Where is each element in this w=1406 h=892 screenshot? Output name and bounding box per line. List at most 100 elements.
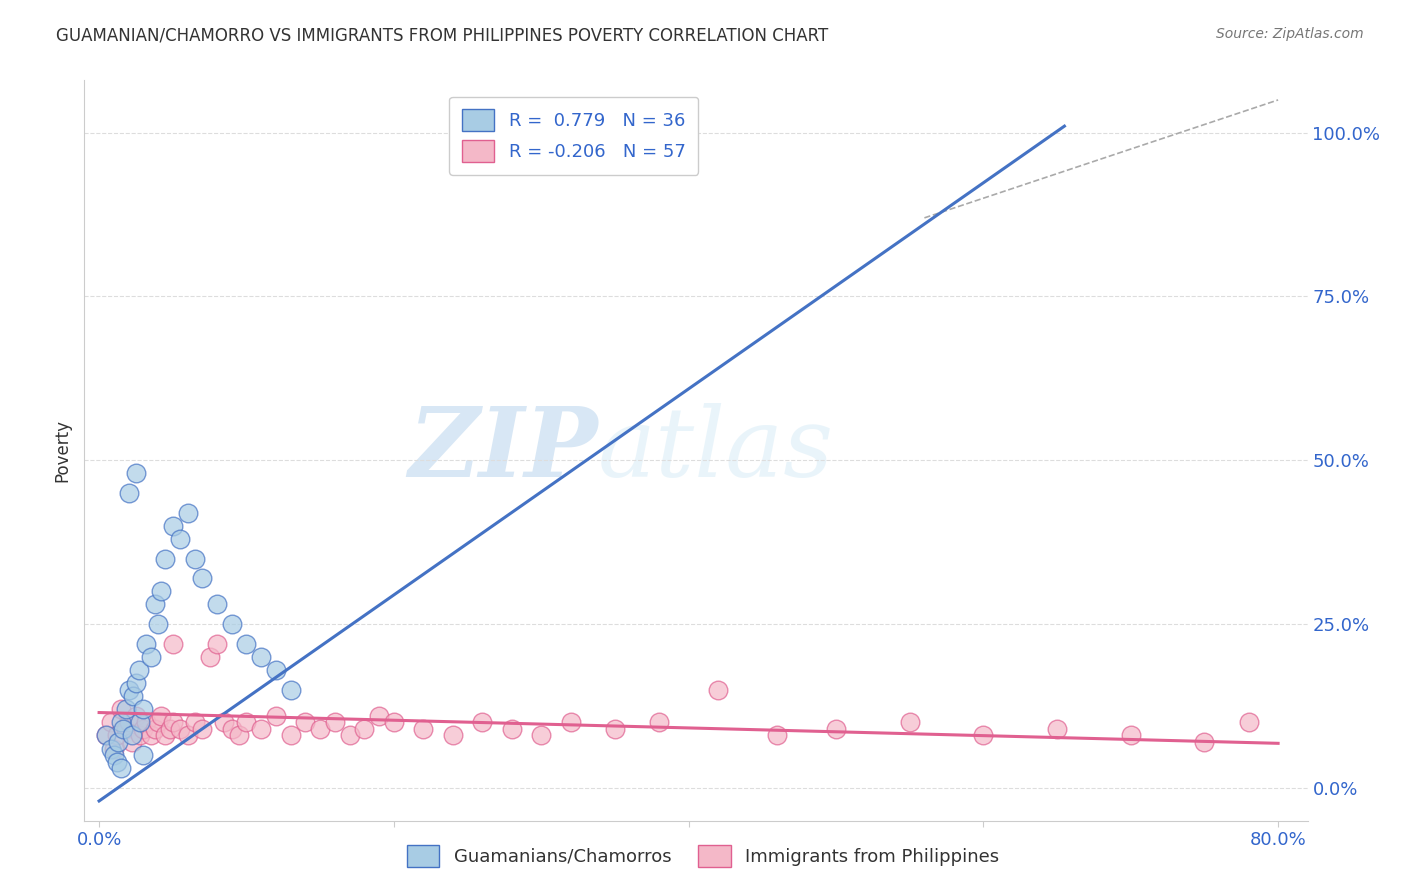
Point — [162, 518, 184, 533]
Point — [143, 598, 166, 612]
Point — [560, 715, 582, 730]
Point — [110, 761, 132, 775]
Point — [125, 676, 148, 690]
Point — [155, 729, 177, 743]
Point — [125, 708, 148, 723]
Point — [128, 663, 150, 677]
Point — [766, 729, 789, 743]
Point — [114, 722, 136, 736]
Point — [221, 617, 243, 632]
Point — [1194, 735, 1216, 749]
Text: ZIP: ZIP — [409, 403, 598, 498]
Point — [972, 729, 994, 743]
Point — [368, 708, 391, 723]
Point — [129, 729, 152, 743]
Point — [155, 551, 177, 566]
Point — [1046, 722, 1069, 736]
Point — [150, 708, 173, 723]
Point — [117, 486, 139, 500]
Point — [114, 702, 136, 716]
Point — [250, 722, 273, 736]
Point — [122, 689, 145, 703]
Point — [146, 617, 169, 632]
Point — [250, 649, 273, 664]
Point — [353, 722, 375, 736]
Y-axis label: Poverty: Poverty — [53, 419, 72, 482]
Point — [121, 735, 143, 749]
Point — [107, 735, 129, 749]
Point — [1119, 729, 1142, 743]
Point — [412, 722, 434, 736]
Point — [228, 729, 250, 743]
Point — [132, 722, 155, 736]
Text: GUAMANIAN/CHAMORRO VS IMMIGRANTS FROM PHILIPPINES POVERTY CORRELATION CHART: GUAMANIAN/CHAMORRO VS IMMIGRANTS FROM PH… — [56, 27, 828, 45]
Point — [162, 715, 184, 730]
Point — [530, 729, 553, 743]
Point — [132, 702, 155, 716]
Point — [205, 598, 228, 612]
Point — [117, 715, 139, 730]
Point — [110, 702, 132, 716]
Point — [184, 715, 207, 730]
Point — [471, 715, 494, 730]
Point — [143, 722, 166, 736]
Point — [103, 748, 125, 763]
Point — [129, 715, 152, 730]
Point — [105, 755, 128, 769]
Point — [117, 682, 139, 697]
Point — [221, 722, 243, 736]
Point — [111, 722, 134, 736]
Point — [205, 637, 228, 651]
Point — [382, 715, 405, 730]
Point — [103, 741, 125, 756]
Point — [184, 551, 207, 566]
Point — [121, 729, 143, 743]
Point — [169, 532, 191, 546]
Point — [264, 663, 287, 677]
Legend: R =  0.779   N = 36, R = -0.206   N = 57: R = 0.779 N = 36, R = -0.206 N = 57 — [449, 96, 699, 175]
Point — [707, 682, 730, 697]
Point — [280, 682, 302, 697]
Point — [132, 748, 155, 763]
Point — [294, 715, 316, 730]
Point — [648, 715, 671, 730]
Point — [825, 722, 848, 736]
Point — [176, 729, 198, 743]
Point — [898, 715, 921, 730]
Point — [110, 715, 132, 730]
Text: atlas: atlas — [598, 403, 834, 498]
Point — [235, 637, 257, 651]
Point — [169, 722, 191, 736]
Point — [125, 467, 148, 481]
Point — [501, 722, 523, 736]
Point — [159, 722, 181, 736]
Point — [1237, 715, 1260, 730]
Point — [214, 715, 236, 730]
Point — [146, 715, 169, 730]
Point — [135, 637, 157, 651]
Point — [100, 715, 122, 730]
Point — [100, 741, 122, 756]
Point — [441, 729, 464, 743]
Point — [139, 729, 162, 743]
Point — [339, 729, 361, 743]
Point — [198, 649, 221, 664]
Point — [235, 715, 257, 730]
Point — [309, 722, 332, 736]
Text: Source: ZipAtlas.com: Source: ZipAtlas.com — [1216, 27, 1364, 41]
Point — [135, 715, 157, 730]
Point — [162, 637, 184, 651]
Point — [280, 729, 302, 743]
Legend: Guamanians/Chamorros, Immigrants from Philippines: Guamanians/Chamorros, Immigrants from Ph… — [399, 838, 1007, 874]
Point — [96, 729, 118, 743]
Point — [191, 722, 214, 736]
Point — [264, 708, 287, 723]
Point — [603, 722, 626, 736]
Point — [176, 506, 198, 520]
Point — [96, 729, 118, 743]
Point — [323, 715, 346, 730]
Point — [139, 649, 162, 664]
Point — [150, 584, 173, 599]
Point — [105, 729, 128, 743]
Point — [191, 571, 214, 585]
